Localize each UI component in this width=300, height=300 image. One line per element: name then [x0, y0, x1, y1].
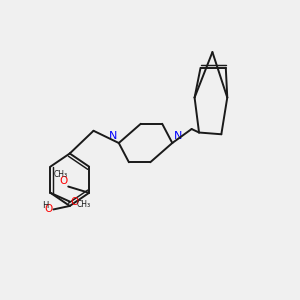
Text: H: H — [42, 201, 48, 210]
Text: O: O — [70, 197, 78, 207]
Text: CH₃: CH₃ — [53, 170, 68, 179]
Text: CH₃: CH₃ — [76, 200, 90, 209]
Text: O: O — [45, 204, 53, 214]
Text: N: N — [109, 131, 117, 141]
Text: N: N — [174, 131, 182, 141]
Text: O: O — [60, 176, 68, 186]
